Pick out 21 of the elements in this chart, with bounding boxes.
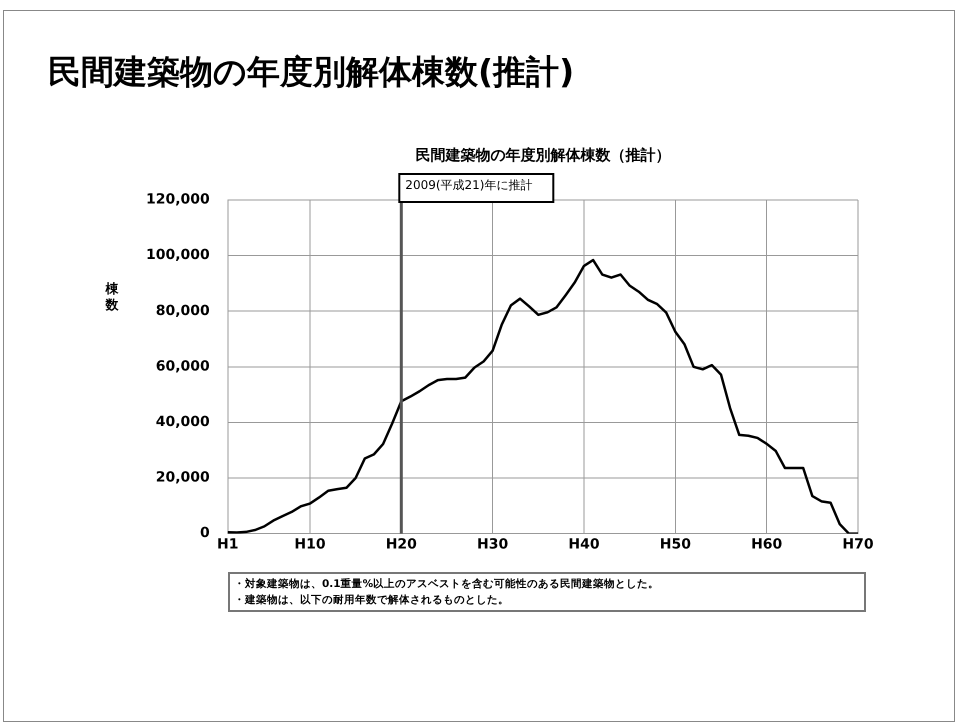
y-axis-title: 棟数 <box>104 282 120 314</box>
text: ・対象建築物は、0.1重量%以上のアスベストを含む可能性のある民間建築物とした。 <box>234 576 660 592</box>
x-tick-label: H70 <box>842 536 874 553</box>
text: ・建築物は、以下の耐用年数で解体されるものとした。 <box>234 593 510 608</box>
y-tick-label: 20,000 <box>156 470 210 486</box>
y-tick-label: 0 <box>200 525 210 542</box>
x-tick-label: H50 <box>660 536 692 553</box>
y-tick-label: 40,000 <box>156 414 210 430</box>
x-tick-label: H40 <box>568 536 600 553</box>
x-tick-label: H1 <box>217 536 238 553</box>
y-tick-label: 80,000 <box>156 302 210 319</box>
chart-title: 民間建築物の年度別解体棟数(推計) <box>48 51 574 93</box>
chart-subtitle: 民間建築物の年度別解体棟数（推計） <box>414 146 672 165</box>
ref-line-label: 2009(平成21)年に推計 <box>405 178 532 192</box>
x-tick-label: H20 <box>386 536 418 553</box>
y-tick-label: 60,000 <box>156 358 210 374</box>
x-tick-label: H60 <box>751 536 783 553</box>
x-tick-label: H10 <box>294 536 326 553</box>
y-tick-label: 120,000 <box>146 192 210 208</box>
x-tick-label: H30 <box>477 536 509 553</box>
y-tick-label: 100,000 <box>146 247 210 264</box>
